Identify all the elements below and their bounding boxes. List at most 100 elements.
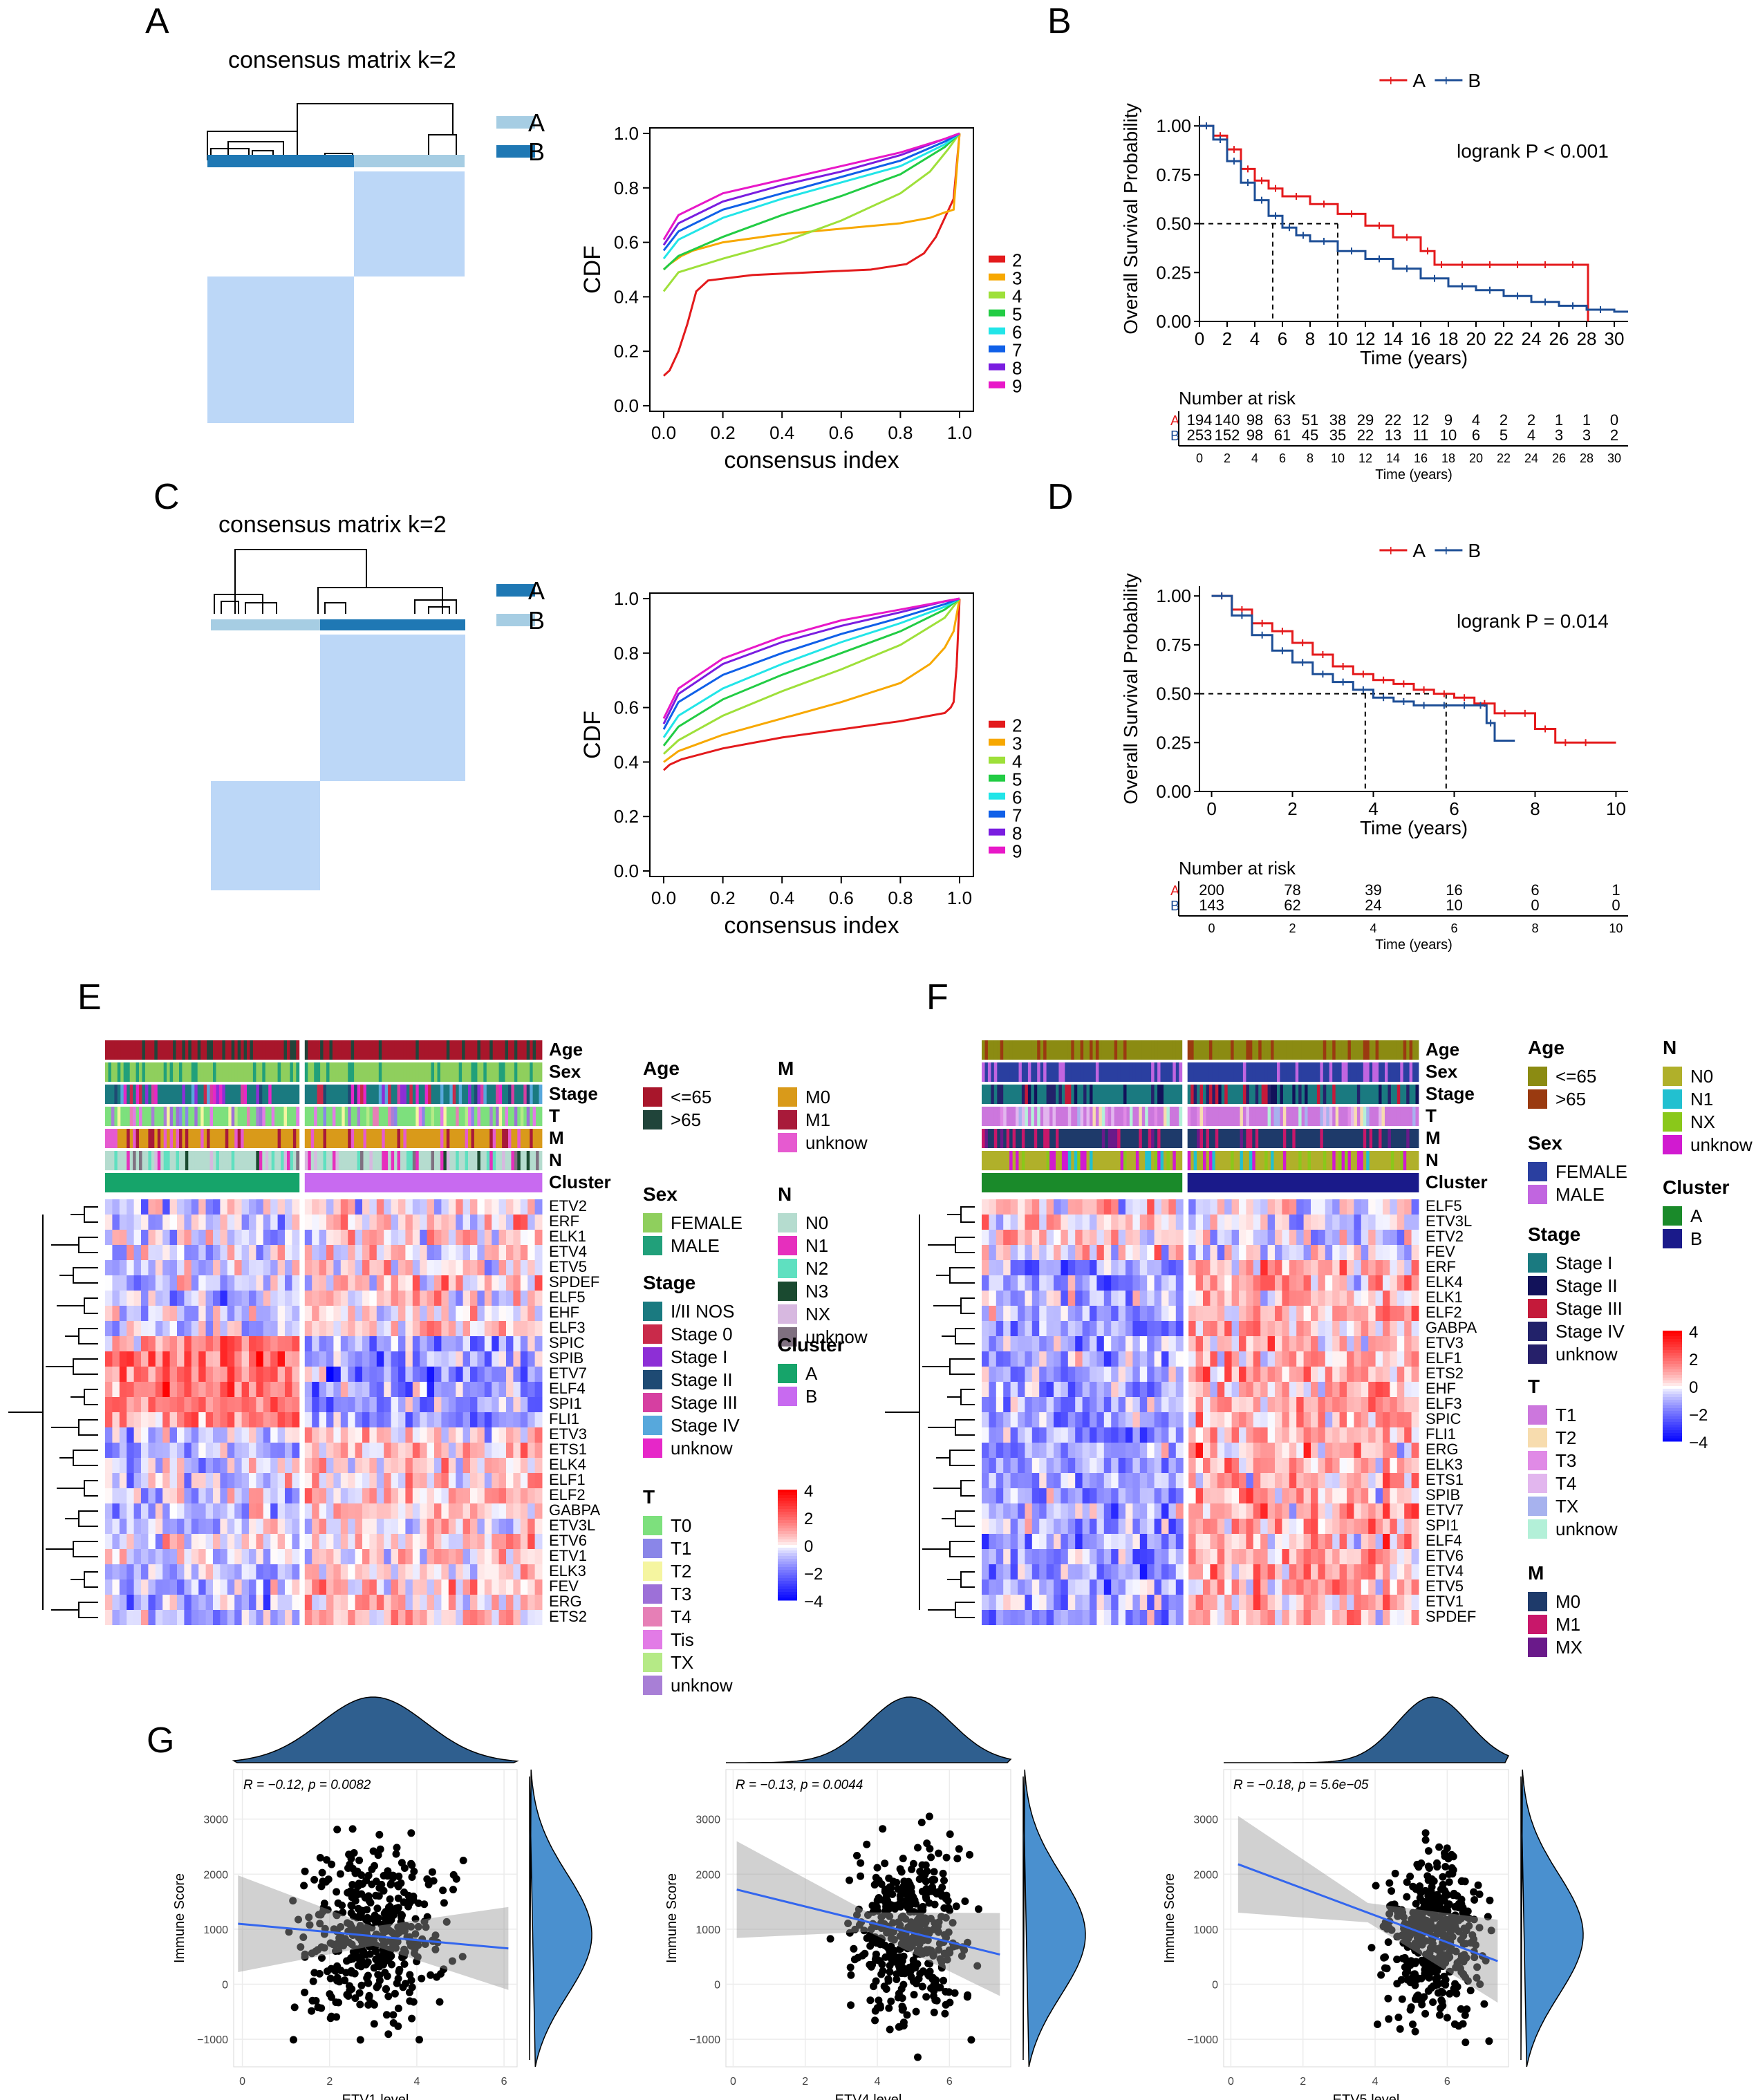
heat-cell <box>434 1579 442 1595</box>
heat-cell <box>277 1245 286 1260</box>
heat-cell <box>427 1275 435 1291</box>
heat-cell <box>1031 1382 1040 1397</box>
track-cell <box>1006 1062 1010 1082</box>
legend-label: N0 <box>805 1212 828 1233</box>
track-cell <box>456 1062 460 1082</box>
heat-cell <box>412 1427 420 1443</box>
heat-cell <box>376 1230 384 1245</box>
track-cell <box>1273 1040 1278 1060</box>
heat-cell <box>463 1564 471 1579</box>
track-cell <box>993 1062 998 1082</box>
heat-cell <box>348 1382 356 1397</box>
heat-cell <box>484 1230 492 1245</box>
track-cell <box>265 1151 269 1170</box>
heat-cell <box>441 1397 449 1412</box>
heat-cell <box>198 1291 207 1306</box>
track-cell <box>1080 1173 1084 1192</box>
track-cell <box>344 1107 348 1126</box>
heat-cell <box>319 1595 327 1610</box>
track-cell <box>1329 1040 1333 1060</box>
x-tick-label: 4 <box>1368 798 1378 819</box>
track-cell <box>375 1151 380 1170</box>
track-cell <box>133 1151 136 1170</box>
track-cell <box>1323 1129 1327 1148</box>
heat-cell <box>205 1534 214 1549</box>
track-cell <box>256 1040 260 1060</box>
heat-cell <box>1253 1306 1261 1321</box>
heat-cell <box>1061 1321 1069 1336</box>
track-cell <box>993 1129 998 1148</box>
track-cell <box>1415 1151 1419 1170</box>
track-cell <box>1261 1173 1265 1192</box>
risk-value: 13 <box>1385 426 1401 444</box>
heat-cell <box>1239 1245 1246 1260</box>
heat-cell <box>1361 1351 1369 1367</box>
track-cell <box>265 1040 269 1060</box>
heat-cell <box>177 1503 185 1519</box>
heat-cell <box>412 1382 420 1397</box>
heat-cell <box>285 1260 292 1275</box>
track-cell <box>252 1062 256 1082</box>
legend-swatch-k5 <box>989 774 1005 782</box>
track-cell <box>237 1085 241 1104</box>
track-cell <box>203 1107 207 1126</box>
heat-cell <box>1282 1336 1290 1351</box>
heat-cell <box>162 1564 171 1579</box>
track-cell <box>449 1062 454 1082</box>
heat-cell <box>1103 1351 1112 1367</box>
heat-cell <box>1210 1306 1218 1321</box>
heat-cell <box>1361 1382 1369 1397</box>
track-cell <box>397 1085 401 1104</box>
heat-cell <box>292 1534 300 1549</box>
track-cell <box>360 1062 364 1082</box>
heat-cell <box>227 1382 235 1397</box>
heat-cell <box>162 1275 171 1291</box>
track-cell <box>1129 1040 1133 1060</box>
track-cell <box>185 1107 189 1126</box>
heat-cell <box>141 1610 149 1625</box>
track-cell <box>1356 1062 1361 1082</box>
track-cell <box>1009 1040 1013 1060</box>
track-cell <box>1406 1151 1410 1170</box>
heat-cell <box>534 1610 543 1625</box>
heat-cell <box>1267 1382 1276 1397</box>
track-cell <box>326 1107 330 1126</box>
gene-label: ELK1 <box>549 1228 586 1245</box>
heat-cell <box>340 1534 348 1549</box>
heat-cell <box>319 1443 327 1458</box>
heat-cell <box>456 1564 464 1579</box>
heat-cell <box>384 1519 392 1534</box>
track-cell <box>1379 1173 1382 1192</box>
heat-cell <box>340 1519 348 1534</box>
y-tick-label: 0.00 <box>1156 311 1191 332</box>
heat-cell <box>169 1427 178 1443</box>
risk-row-label-A: A <box>1170 413 1180 429</box>
heat-cell <box>241 1215 250 1230</box>
heat-cell <box>340 1321 348 1336</box>
track-cell <box>492 1151 496 1170</box>
heat-cell <box>285 1351 292 1367</box>
heat-cell <box>506 1443 514 1458</box>
track-cell <box>191 1151 195 1170</box>
heat-cell <box>1111 1230 1119 1245</box>
heat-cell <box>277 1458 286 1473</box>
heat-cell <box>520 1245 528 1260</box>
y-tick-label: 0.0 <box>614 395 639 416</box>
track-cell <box>1252 1085 1256 1104</box>
heat-cell <box>398 1412 406 1427</box>
heat-cell <box>1039 1230 1047 1245</box>
track-cell <box>1403 1129 1407 1148</box>
heat-cell <box>1282 1230 1290 1245</box>
track-cell <box>1360 1173 1364 1192</box>
heat-cell <box>285 1473 292 1488</box>
heat-cell <box>340 1397 348 1412</box>
heat-cell <box>369 1412 377 1427</box>
track-cell <box>418 1062 422 1082</box>
track-cell <box>428 1107 431 1126</box>
track-cell <box>1237 1173 1240 1192</box>
track-cell <box>1157 1173 1161 1192</box>
heat-cell <box>169 1397 178 1412</box>
track-cell <box>292 1129 297 1148</box>
track-cell <box>1345 1173 1348 1192</box>
